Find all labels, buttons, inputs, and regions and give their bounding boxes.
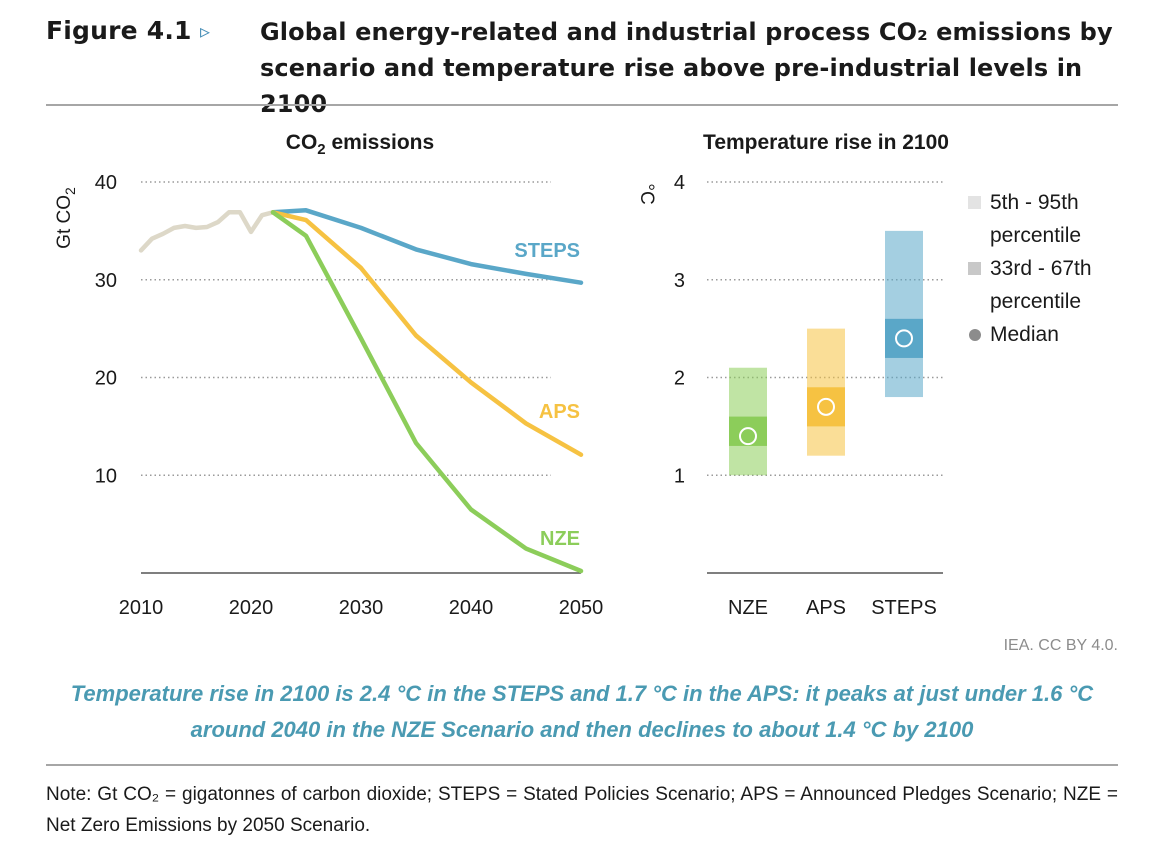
x-tick-label: APS	[806, 597, 846, 619]
x-tick-label: 2050	[559, 597, 604, 619]
y-axis-label: Gt CO2	[54, 187, 78, 249]
chart-legend: 5th - 95th percentile 33rd - 67th percen…	[968, 186, 1138, 351]
series-label-aps: APS	[539, 401, 580, 423]
bottom-divider	[46, 764, 1118, 766]
temperature-rise-chart: Temperature rise in 2100 1 2 3 4 °C NZE APS STEP…	[636, 131, 949, 619]
legend-label: 5th - 95th percentile	[990, 191, 1082, 247]
credit-line: IEA. CC BY 4.0.	[1003, 637, 1118, 654]
y-tick-label: 10	[95, 465, 117, 487]
figure-label: Figure 4.1	[46, 16, 192, 45]
legend-item-median: Median	[968, 318, 1138, 351]
x-tick-label: 2030	[339, 597, 384, 619]
y-tick-label: 3	[674, 270, 685, 292]
x-tick-label: 2020	[229, 597, 274, 619]
median-marker-aps	[817, 397, 835, 416]
series-line-historical	[138, 210, 276, 253]
range-bar-5-95-steps	[885, 230, 923, 398]
right-chart-title: Temperature rise in 2100	[703, 131, 949, 154]
top-divider	[46, 104, 1118, 106]
y-tick-label: 40	[95, 172, 117, 194]
y-tick-label: 2	[674, 368, 685, 390]
triangle-arrow-icon: ▹	[200, 21, 211, 43]
legend-label: Median	[990, 323, 1059, 346]
legend-swatch	[968, 262, 981, 275]
y-tick-label: 1	[674, 465, 685, 487]
series-line-nze	[270, 210, 584, 574]
series-label-nze: NZE	[540, 528, 580, 550]
median-marker-steps	[895, 329, 913, 348]
y-tick-label: 30	[95, 270, 117, 292]
left-chart-title: CO2 emissions	[286, 131, 434, 158]
figure-note: Note: Gt CO₂ = gigatonnes of carbon diox…	[46, 784, 1118, 836]
legend-dot	[969, 329, 981, 341]
y-tick-label: 20	[95, 368, 117, 390]
legend-label: 33rd - 67th percentile	[990, 257, 1092, 313]
figure-title: Global energy-related and industrial pro…	[260, 18, 1113, 118]
series-line-steps	[270, 208, 584, 285]
x-tick-label: NZE	[728, 597, 768, 619]
x-tick-label: STEPS	[871, 597, 937, 619]
median-marker-nze	[739, 427, 757, 446]
legend-item-33-67: 33rd - 67th percentile	[968, 252, 1138, 318]
y-tick-label: 4	[674, 172, 685, 194]
x-tick-label: 2040	[449, 597, 494, 619]
legend-swatch	[968, 196, 981, 209]
series-line-aps	[270, 210, 584, 457]
x-tick-label: 2010	[119, 597, 164, 619]
figure-caption: Temperature rise in 2100 is 2.4 °C in th…	[70, 681, 1094, 742]
series-label-steps: STEPS	[514, 240, 580, 262]
y-axis-label: °C	[636, 183, 657, 204]
legend-item-5-95: 5th - 95th percentile	[968, 186, 1138, 252]
